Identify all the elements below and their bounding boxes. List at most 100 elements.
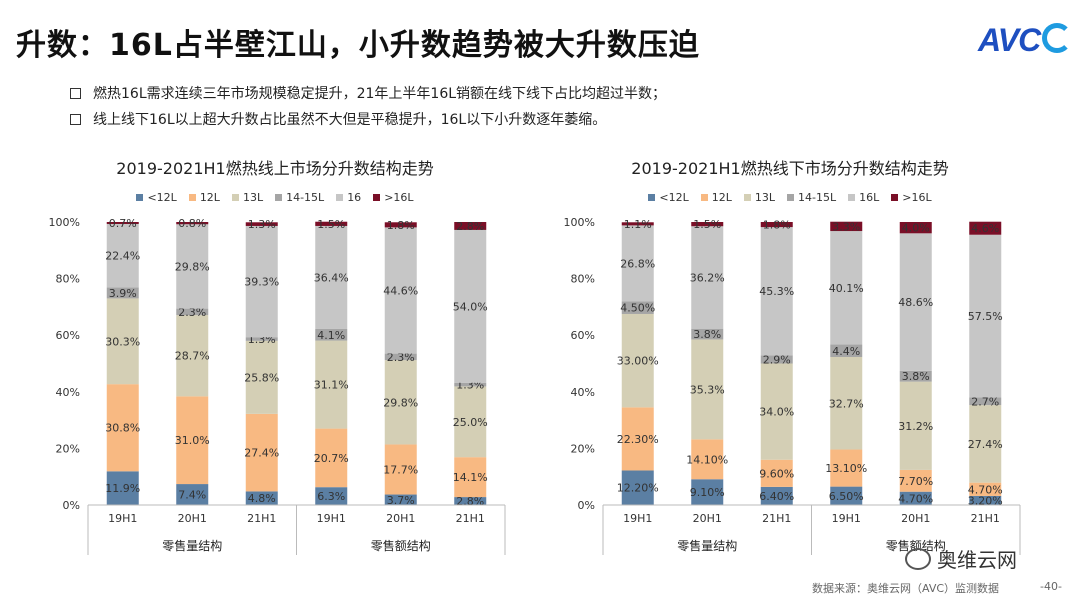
data-label: 2.3% [387, 351, 415, 364]
data-label: 31.1% [314, 379, 349, 392]
x-tick-label: 20H1 [178, 512, 207, 525]
checkbox-square-icon [70, 113, 81, 125]
data-label: 4.8% [248, 492, 276, 505]
legend-swatch [188, 194, 196, 201]
chart-legend: <12L 12L 13L 14-15L 16L >16L [555, 191, 1025, 204]
legend-label: 12L [711, 191, 732, 204]
chart-title: 2019-2021H1燃热线下市场分升数结构走势 [631, 159, 949, 178]
y-tick-label: 0% [578, 499, 595, 512]
data-label: 57.5% [968, 310, 1003, 323]
bar-segment [899, 469, 932, 492]
bar-segment [899, 222, 932, 234]
data-label: 0.7% [109, 217, 137, 230]
y-tick-label: 20% [571, 442, 595, 455]
legend-label: <12L [659, 191, 689, 204]
legend-swatch [373, 194, 381, 201]
x-tick-label: 19H1 [832, 512, 861, 525]
data-label: 20.7% [314, 452, 349, 465]
data-label: 11.9% [105, 482, 140, 495]
bar-segment [384, 353, 417, 361]
data-label: 31.2% [898, 420, 933, 433]
data-label: 3.7% [387, 494, 415, 507]
data-label: 13.10% [825, 462, 867, 475]
x-tick-label: 19H1 [623, 512, 652, 525]
bar-segment [691, 339, 724, 440]
group-label: 零售量结构 [677, 538, 737, 553]
legend-swatch [787, 194, 795, 201]
legend-swatch [275, 194, 283, 201]
chart-plot: 0% 20% 40% 60% 80% 100% 11.9% 30.8% 30.3% 3.9% 22.… [49, 216, 506, 555]
checkbox-square-icon [70, 87, 81, 99]
bar-segment [830, 356, 863, 450]
wechat-icon [905, 547, 931, 570]
data-label: 45.3% [759, 285, 794, 298]
chart-plot: 0% 20% 40% 60% 80% 100% 12.20% 22.30% 33.00% 4.50… [564, 216, 1021, 555]
chart-legend: <12L 12L 13L 14-15L 16 >16L [40, 191, 510, 204]
legend-item: 13L [231, 191, 263, 204]
x-tick-label: 20H1 [901, 512, 930, 525]
data-label: 29.8% [175, 260, 210, 273]
bar-segment [760, 459, 793, 487]
bar-segment [830, 221, 863, 232]
bar-segment [384, 360, 417, 445]
x-tick-label: 21H1 [456, 512, 485, 525]
x-tick-label: 20H1 [693, 512, 722, 525]
bar-segment [760, 355, 793, 364]
bar-segment [760, 227, 793, 356]
bar-segment [106, 222, 139, 224]
data-label: 25.0% [453, 416, 488, 429]
legend-swatch [700, 194, 708, 201]
data-label: 7.70% [898, 475, 933, 488]
bar-segment [691, 479, 724, 505]
data-label: 26.8% [620, 257, 655, 270]
legend-swatch [848, 194, 856, 201]
bullet-item: 线上线下16L以上超大升数占比虽然不大但是平稳提升，16L以下小升数逐年萎缩。 [70, 106, 666, 132]
bar-segment [245, 337, 278, 341]
legend-swatch [136, 194, 144, 201]
data-label: 4.6% [971, 222, 999, 235]
bar-segment [384, 222, 417, 228]
legend-swatch [743, 194, 751, 201]
legend-label: 16L [859, 191, 880, 204]
y-tick-label: 60% [56, 329, 80, 342]
bar-segment [899, 491, 932, 505]
y-tick-label: 100% [49, 216, 80, 229]
data-label: 22.30% [617, 433, 659, 446]
bar-segment [830, 344, 863, 357]
data-label: 6.40% [759, 490, 794, 503]
data-label: 3.8% [902, 370, 930, 383]
bar-segment [621, 407, 654, 471]
online-chart: 2019-2021H1燃热线上市场分升数结构走势 <12L 12L 13L 14-15… [40, 155, 510, 555]
bar-segment [106, 223, 139, 288]
bar-segment [454, 386, 487, 458]
x-tick-label: 21H1 [762, 512, 791, 525]
data-label: 4.1% [317, 329, 345, 342]
data-label: 2.8% [456, 220, 484, 233]
bar-segment [176, 222, 209, 225]
data-label: 32.7% [829, 397, 864, 410]
bar-segment [969, 405, 1002, 483]
data-label: 4.70% [898, 492, 933, 505]
bar-segment [315, 340, 348, 429]
bar-segment [454, 457, 487, 498]
chart-title: 2019-2021H1燃热线上市场分升数结构走势 [116, 159, 434, 178]
bar-segment [106, 384, 139, 472]
data-label: 0.8% [178, 217, 206, 230]
data-label: 36.2% [690, 271, 725, 284]
bullet-text: 燃热16L需求连续三年市场规模稳定提升，21年上半年16L销额在线下线下占比均超… [93, 86, 667, 102]
group-label: 零售额结构 [371, 538, 431, 553]
data-label: 34.0% [759, 406, 794, 419]
data-label: 48.6% [898, 296, 933, 309]
data-label: 2.9% [763, 353, 791, 366]
data-label: 44.6% [383, 284, 418, 297]
data-label: 39.3% [244, 276, 279, 289]
bar-segment [760, 486, 793, 505]
data-label: 25.8% [244, 371, 279, 384]
legend-item: 12L [188, 191, 220, 204]
legend-item: 16L [848, 191, 879, 204]
bar-segment [315, 428, 348, 488]
bar-segment [176, 308, 209, 316]
wechat-label: 奥维云网 [937, 548, 1017, 572]
legend-label: <12L [147, 191, 177, 204]
data-label: 1.3% [248, 218, 276, 231]
